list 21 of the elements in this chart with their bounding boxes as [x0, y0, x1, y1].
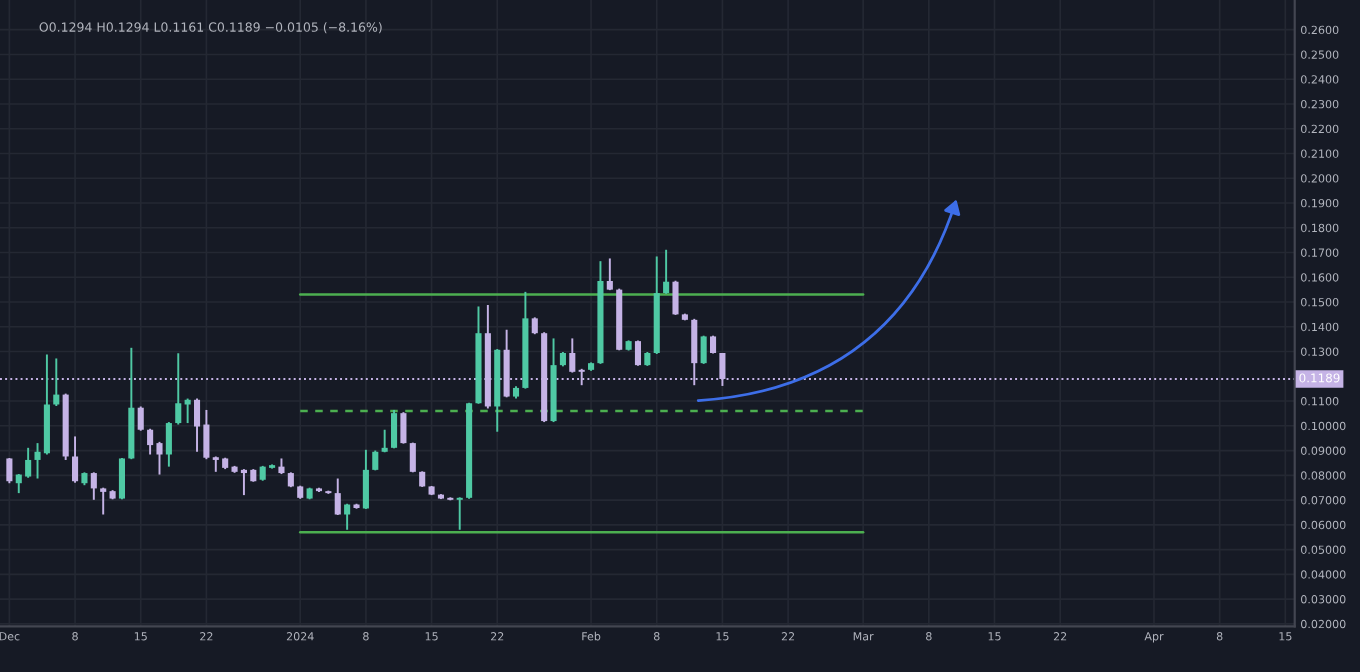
- candlestick: [100, 486, 107, 516]
- candlestick: [700, 334, 707, 365]
- candlestick: [193, 397, 201, 453]
- candlestick: [606, 257, 613, 292]
- candlestick: [569, 337, 576, 374]
- candlestick: [400, 411, 407, 445]
- candlestick: [72, 435, 79, 484]
- candlestick: [137, 405, 144, 432]
- candlestick: [634, 339, 642, 367]
- candlestick: [362, 448, 369, 510]
- candlestick: [334, 477, 341, 516]
- candlestick: [391, 408, 398, 450]
- candlestick: [90, 471, 97, 501]
- candlestick: [663, 248, 670, 295]
- candlestick: [672, 279, 679, 316]
- candlestick: [456, 496, 463, 531]
- candlestick: [165, 421, 172, 468]
- candlestick: [175, 352, 182, 426]
- candlestick: [344, 502, 351, 531]
- candlestick: [53, 357, 60, 407]
- candlestick: [6, 457, 13, 485]
